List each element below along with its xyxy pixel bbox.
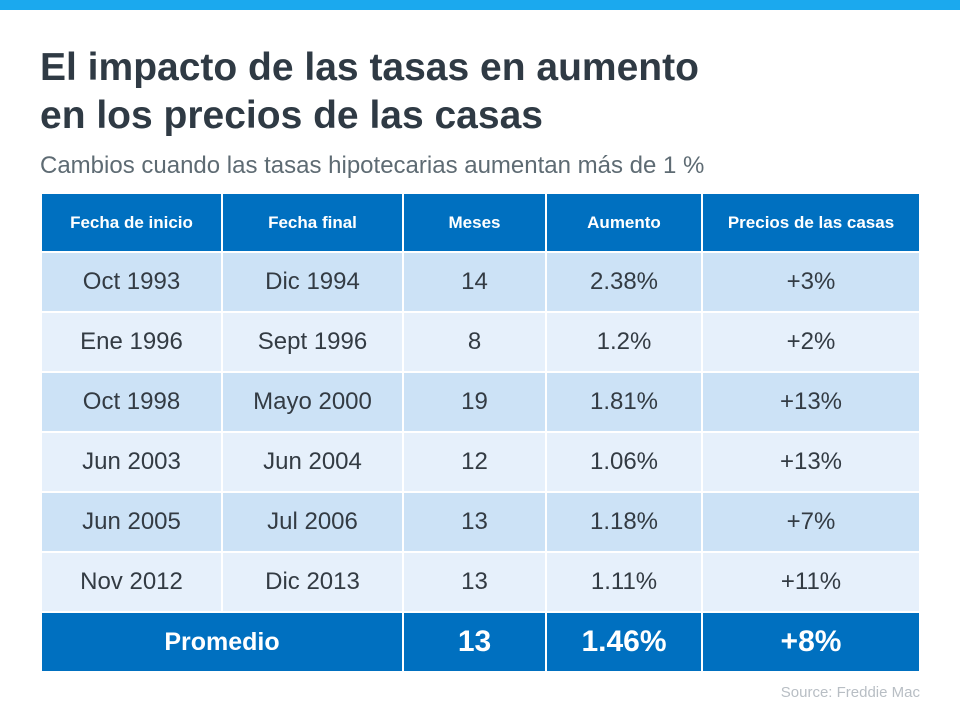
col-header-start: Fecha de inicio bbox=[40, 192, 223, 253]
cell-home-prices: +7% bbox=[701, 491, 921, 553]
header-row: Fecha de inicio Fecha final Meses Aument… bbox=[40, 192, 921, 253]
cell-months: 13 bbox=[402, 551, 547, 613]
average-row: Promedio 13 1.46% +8% bbox=[40, 611, 921, 673]
cell-home-prices: +11% bbox=[701, 551, 921, 613]
col-header-increase: Aumento bbox=[545, 192, 703, 253]
average-label: Promedio bbox=[40, 611, 404, 673]
title-line-2: en los precios de las casas bbox=[40, 94, 543, 137]
title-line-1: El impacto de las tasas en aumento bbox=[40, 46, 699, 89]
cell-months: 13 bbox=[402, 491, 547, 553]
table-row: Oct 1998 Mayo 2000 19 1.81% +13% bbox=[40, 371, 921, 433]
cell-start-date: Jun 2005 bbox=[40, 491, 223, 553]
cell-end-date: Dic 2013 bbox=[221, 551, 404, 613]
top-accent-bar bbox=[0, 0, 960, 10]
cell-home-prices: +13% bbox=[701, 371, 921, 433]
cell-increase: 1.18% bbox=[545, 491, 703, 553]
average-prices: +8% bbox=[701, 611, 921, 673]
source-note: Source: Freddie Mac bbox=[780, 684, 920, 701]
cell-increase: 1.81% bbox=[545, 371, 703, 433]
cell-increase: 2.38% bbox=[545, 251, 703, 313]
cell-end-date: Dic 1994 bbox=[221, 251, 404, 313]
average-increase: 1.46% bbox=[545, 611, 703, 673]
table-row: Ene 1996 Sept 1996 8 1.2% +2% bbox=[40, 311, 921, 373]
rates-table: Fecha de inicio Fecha final Meses Aument… bbox=[40, 192, 921, 673]
cell-end-date: Mayo 2000 bbox=[221, 371, 404, 433]
cell-start-date: Ene 1996 bbox=[40, 311, 223, 373]
cell-months: 19 bbox=[402, 371, 547, 433]
cell-home-prices: +13% bbox=[701, 431, 921, 493]
page-title: El impacto de las tasas en aumento en lo… bbox=[40, 44, 699, 140]
col-header-prices: Precios de las casas bbox=[701, 192, 921, 253]
table-row: Jun 2003 Jun 2004 12 1.06% +13% bbox=[40, 431, 921, 493]
table-row: Oct 1993 Dic 1994 14 2.38% +3% bbox=[40, 251, 921, 313]
cell-start-date: Nov 2012 bbox=[40, 551, 223, 613]
col-header-end: Fecha final bbox=[221, 192, 404, 253]
cell-months: 8 bbox=[402, 311, 547, 373]
cell-end-date: Jun 2004 bbox=[221, 431, 404, 493]
cell-end-date: Sept 1996 bbox=[221, 311, 404, 373]
cell-increase: 1.06% bbox=[545, 431, 703, 493]
cell-home-prices: +2% bbox=[701, 311, 921, 373]
cell-months: 14 bbox=[402, 251, 547, 313]
cell-months: 12 bbox=[402, 431, 547, 493]
table-row: Nov 2012 Dic 2013 13 1.11% +11% bbox=[40, 551, 921, 613]
average-months: 13 bbox=[402, 611, 547, 673]
cell-increase: 1.11% bbox=[545, 551, 703, 613]
cell-end-date: Jul 2006 bbox=[221, 491, 404, 553]
col-header-months: Meses bbox=[402, 192, 547, 253]
cell-start-date: Jun 2003 bbox=[40, 431, 223, 493]
cell-start-date: Oct 1998 bbox=[40, 371, 223, 433]
cell-increase: 1.2% bbox=[545, 311, 703, 373]
cell-home-prices: +3% bbox=[701, 251, 921, 313]
subtitle: Cambios cuando las tasas hipotecarias au… bbox=[40, 152, 705, 179]
cell-start-date: Oct 1993 bbox=[40, 251, 223, 313]
table-row: Jun 2005 Jul 2006 13 1.18% +7% bbox=[40, 491, 921, 553]
